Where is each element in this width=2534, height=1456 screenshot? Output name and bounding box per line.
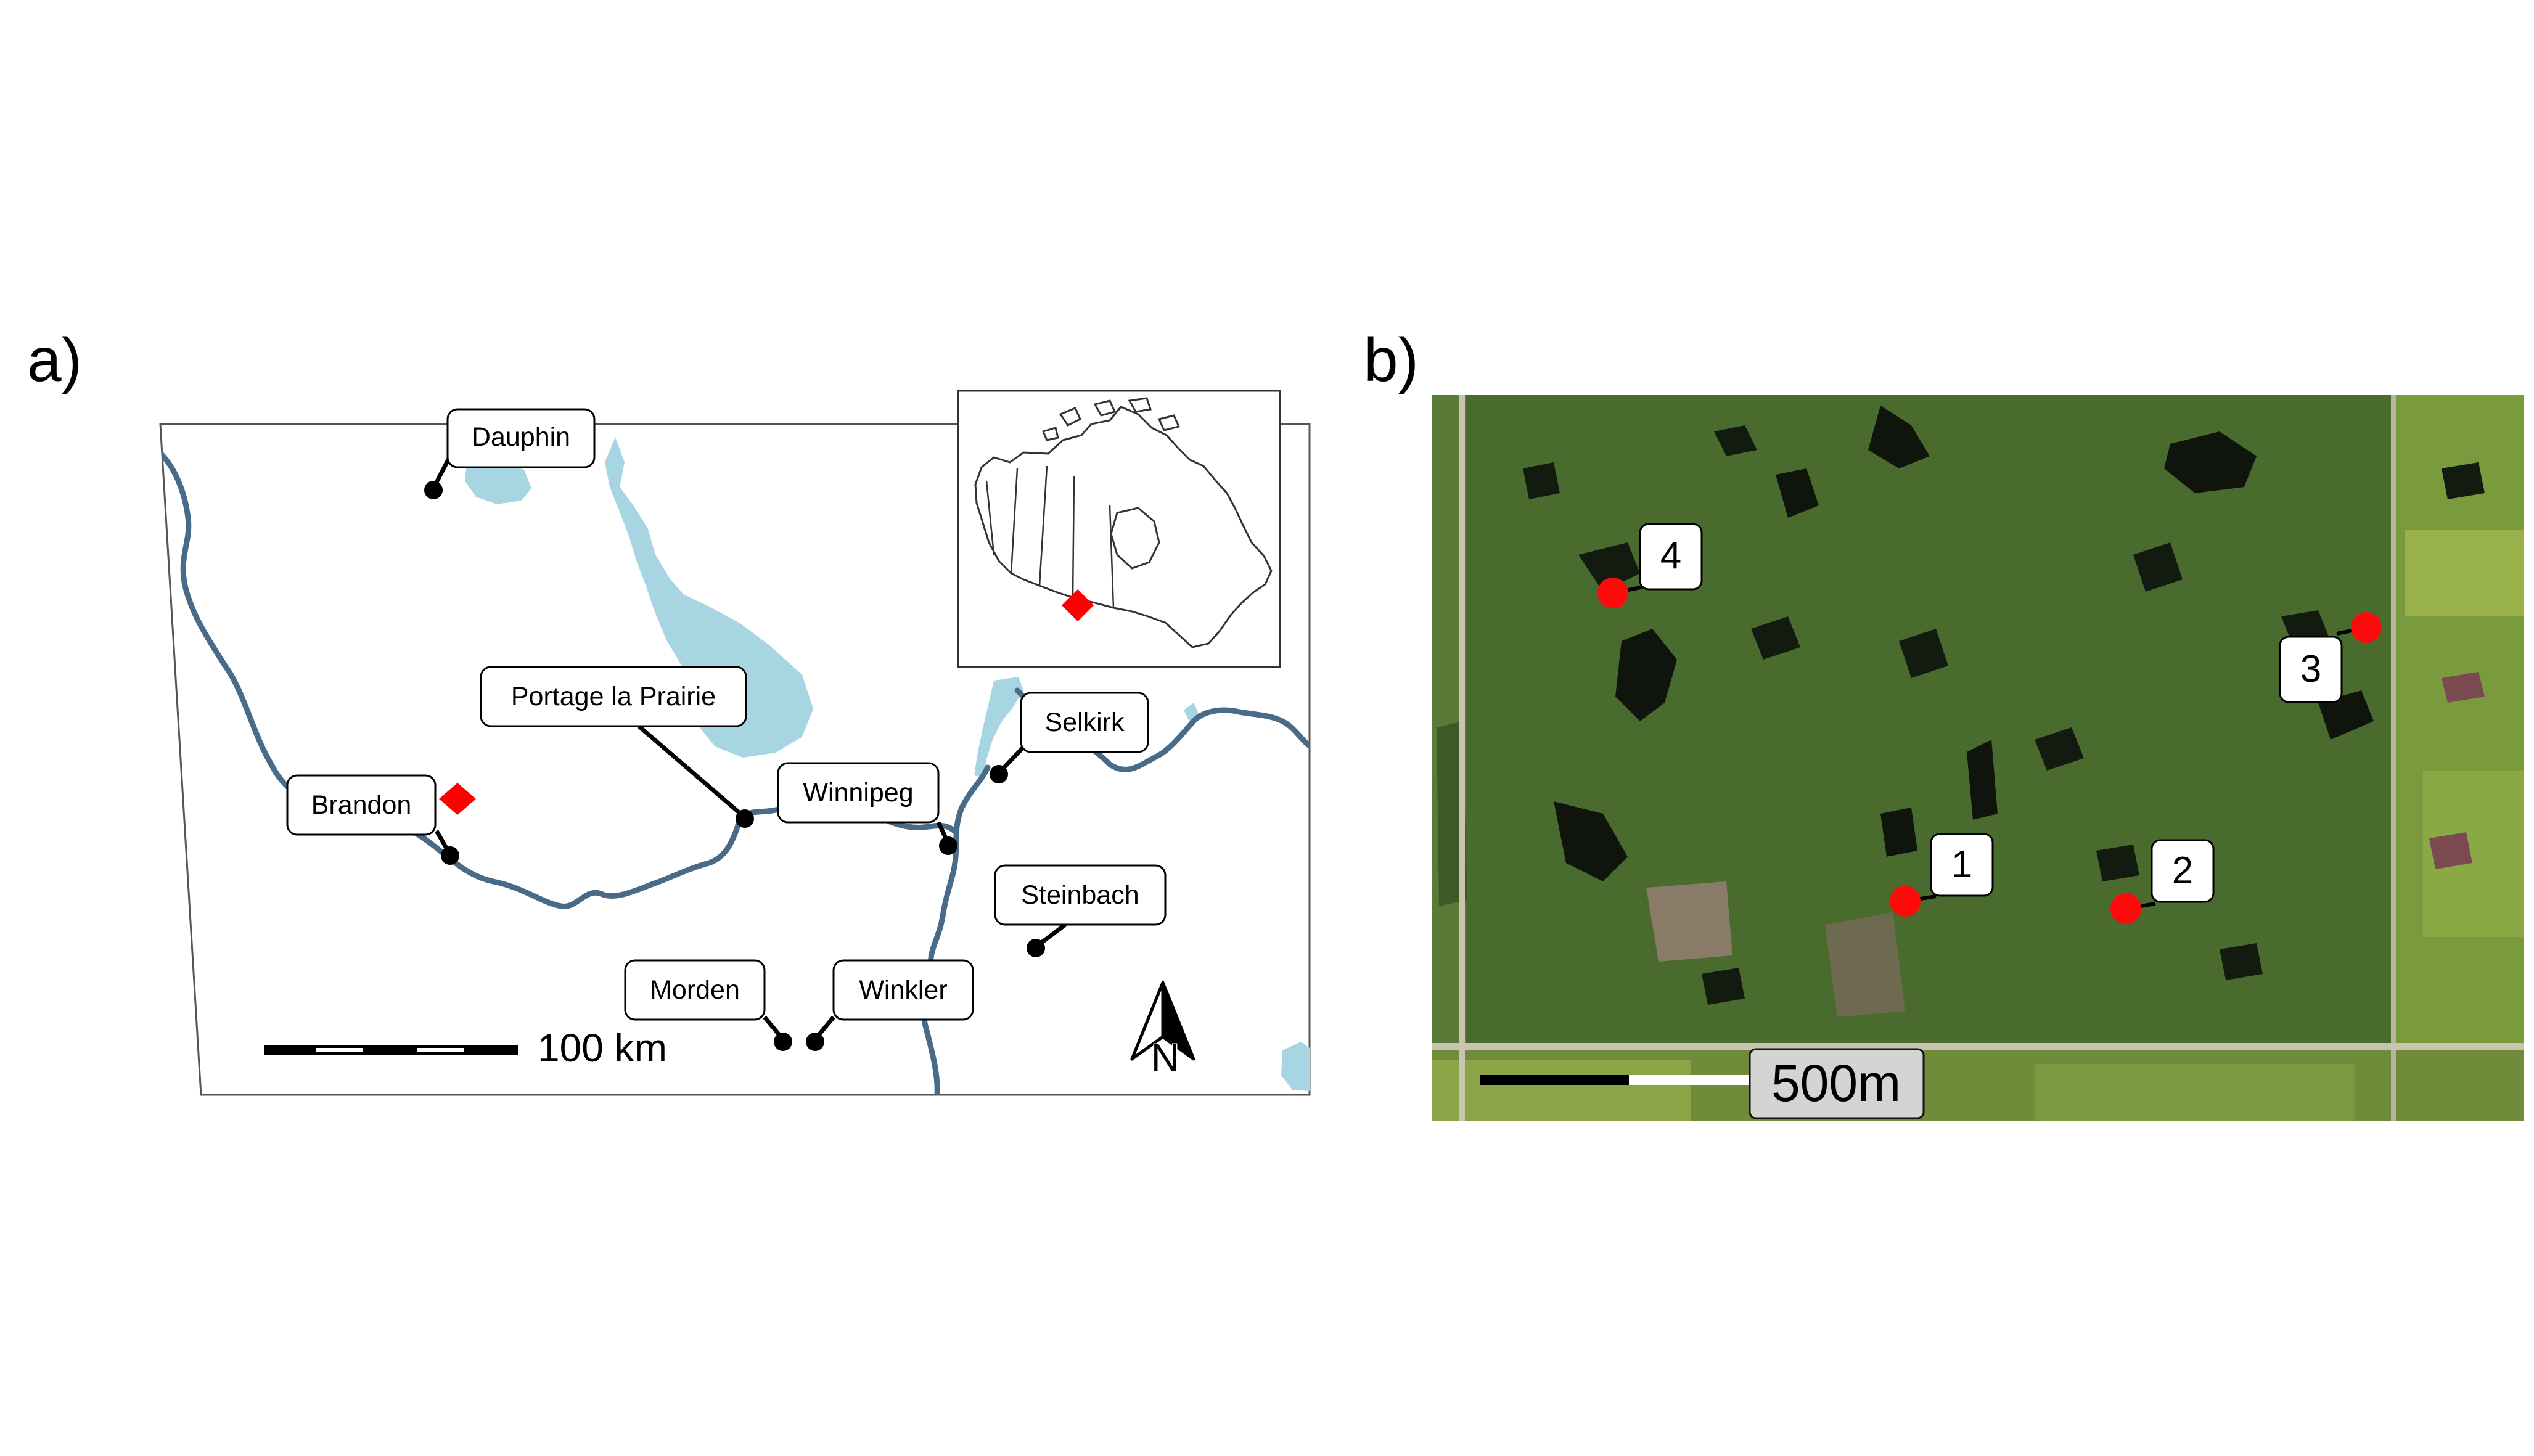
lake-winnipeg <box>974 677 1023 778</box>
city-label-winkler: Winkler <box>859 975 947 1005</box>
hudson-bay <box>1110 507 1160 570</box>
scale-bar-b: 500m <box>1480 1048 1925 1119</box>
canada-inset-map <box>957 390 1281 668</box>
wetland <box>1868 406 1930 468</box>
site-label-3: 3 <box>2300 648 2321 690</box>
site-1: 1 <box>1890 833 1994 917</box>
city-selkirk: Selkirk <box>990 692 1149 783</box>
scale-bar-label: 100 km <box>538 1026 667 1070</box>
province-map: Dauphin Portage la Prairie Brandon <box>159 390 1311 1096</box>
red-river <box>921 764 991 1095</box>
wetland <box>1523 462 1560 499</box>
city-marker <box>441 846 459 865</box>
wetland <box>1702 968 1745 1005</box>
city-marker <box>736 809 754 828</box>
arctic-islands <box>1041 397 1181 441</box>
wetland <box>1899 629 1948 678</box>
panel-a-label: a) <box>27 325 82 395</box>
study-site-marker <box>439 783 476 815</box>
wetland <box>1714 425 1757 456</box>
study-site-marker-inset <box>1062 589 1094 621</box>
city-dauphin: Dauphin <box>424 408 596 499</box>
city-label-steinbach: Steinbach <box>1021 880 1139 910</box>
city-marker <box>424 481 443 499</box>
scale-bar-b-label: 500m <box>1771 1054 1901 1112</box>
site-2: 2 <box>2110 839 2215 924</box>
city-winnipeg: Winnipeg <box>777 762 957 855</box>
site-label-1: 1 <box>1951 843 1972 886</box>
satellite-image <box>1432 395 2524 1121</box>
wetland <box>1880 808 1917 857</box>
city-label-brandon: Brandon <box>311 790 412 820</box>
wetland <box>2133 542 2183 592</box>
province-borders <box>985 465 1115 608</box>
site-label-2: 2 <box>2172 849 2193 892</box>
site-marker <box>1597 578 1628 608</box>
city-morden: Morden <box>624 959 792 1051</box>
scale-bar: 100 km <box>264 1026 667 1070</box>
wetland <box>2035 727 2084 771</box>
wetland <box>1751 616 1800 660</box>
city-marker <box>990 765 1008 783</box>
wetland <box>2164 431 2257 493</box>
city-label-winnipeg: Winnipeg <box>803 778 913 808</box>
panel-b-label: b) <box>1364 325 1419 395</box>
city-marker <box>774 1033 792 1051</box>
wetland <box>1554 801 1628 881</box>
site-4: 4 <box>1597 523 1703 608</box>
wetland <box>1578 542 1640 592</box>
city-winkler: Winkler <box>806 959 974 1051</box>
wetland <box>1967 740 1998 820</box>
city-portage-la-prairie: Portage la Prairie <box>480 666 754 828</box>
city-brandon: Brandon <box>286 774 459 865</box>
lake-manitoba <box>604 437 814 758</box>
city-steinbach: Steinbach <box>994 864 1167 957</box>
wetland <box>2442 462 2485 499</box>
site-marker <box>1890 886 1921 917</box>
city-label-dauphin: Dauphin <box>472 422 570 452</box>
city-label-selkirk: Selkirk <box>1044 708 1125 737</box>
site-marker <box>2351 612 2382 643</box>
site-3: 3 <box>2279 612 2382 703</box>
wetland <box>2220 943 2263 980</box>
city-marker <box>939 836 957 855</box>
wetland <box>2096 845 2139 881</box>
panel-a: a) Dauphin <box>27 325 1311 1096</box>
panel-b: b) <box>1364 325 2524 1121</box>
wetland <box>1615 629 1677 721</box>
site-marker <box>2110 893 2141 924</box>
wetland <box>1776 468 1819 518</box>
city-label-portage: Portage la Prairie <box>511 682 716 711</box>
city-marker <box>806 1033 824 1051</box>
city-marker <box>1027 939 1045 957</box>
north-arrow-label: N <box>1151 1036 1179 1080</box>
site-label-4: 4 <box>1660 534 1681 577</box>
north-arrow-icon: N <box>1130 981 1195 1081</box>
city-label-morden: Morden <box>650 975 740 1005</box>
lake-east <box>1281 1042 1310 1091</box>
